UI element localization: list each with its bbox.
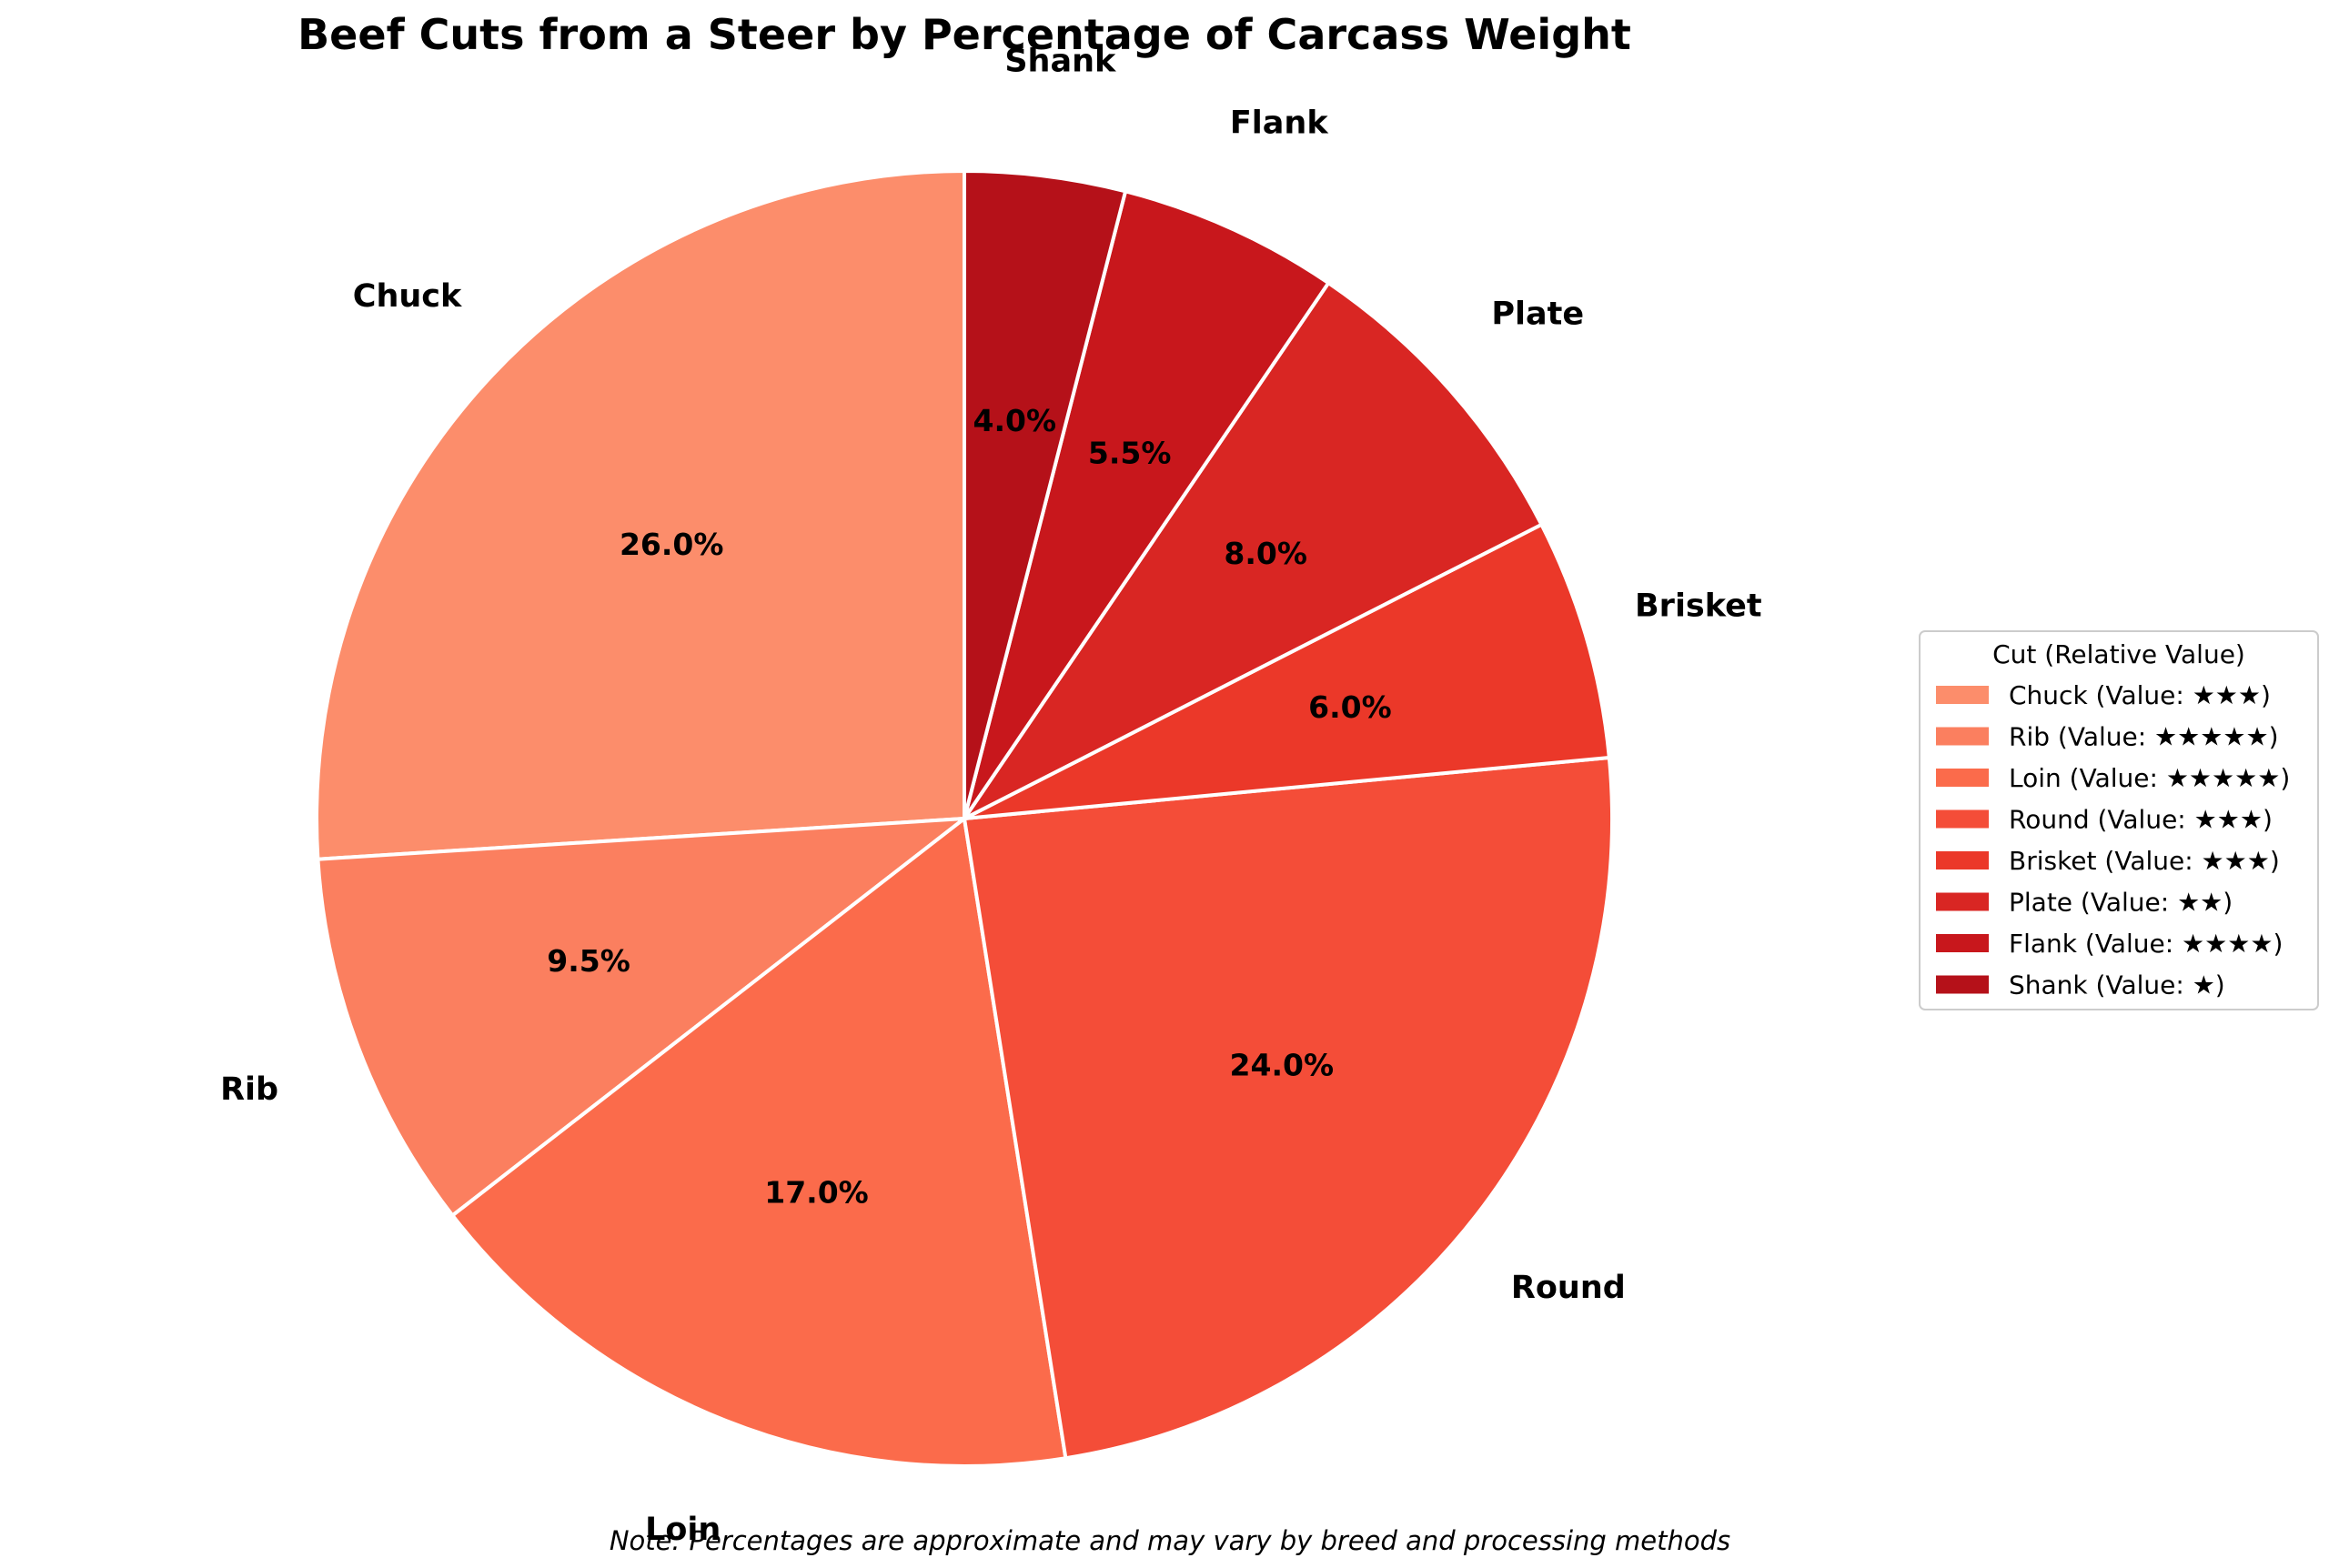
chart-note: Note: Percentages are approximate and ma… <box>610 1525 1730 1556</box>
legend-entry-shank: Shank (Value: ★) <box>2009 970 2225 1000</box>
legend-entry-loin: Loin (Value: ★★★★★) <box>2009 763 2290 793</box>
legend-entry-plate: Plate (Value: ★★) <box>2009 888 2233 918</box>
legend-swatch-shank <box>1936 975 1989 994</box>
legend-swatch-round <box>1936 809 1989 829</box>
slice-percent-round: 24.0% <box>1230 1048 1335 1083</box>
legend: Cut (Relative Value) Chuck (Value: ★★★) R… <box>1919 630 2319 1010</box>
slice-label-chuck: Chuck <box>353 278 462 315</box>
pie-slice-round <box>963 755 1614 1461</box>
slice-label-flank: Flank <box>1230 105 1328 141</box>
pie-slice-chuck <box>315 169 966 861</box>
slice-label-plate: Plate <box>1491 296 1584 332</box>
slice-label-brisket: Brisket <box>1635 588 1762 625</box>
pie-slices <box>315 169 1614 1468</box>
slice-label-shank: Shank <box>1004 43 1116 79</box>
slice-percent-chuck: 26.0% <box>620 527 724 562</box>
legend-entry-rib: Rib (Value: ★★★★★) <box>2009 722 2279 752</box>
legend-swatch-plate <box>1936 892 1989 911</box>
legend-swatch-brisket <box>1936 851 1989 869</box>
slice-percent-shank: 4.0% <box>973 403 1057 438</box>
slice-label-loin: Loin <box>645 1512 721 1548</box>
pie-slice-brisket <box>963 522 1611 820</box>
pie-slice-plate <box>963 281 1544 820</box>
slice-name-labels: Chuck Rib Loin Round Brisket Plate Flank Shank <box>220 43 1762 1548</box>
slice-percent-labels: 26.0% 9.5% 17.0% 24.0% 6.0% 8.0% 5.5% 4.0% <box>547 403 1391 1210</box>
legend-swatch-rib <box>1936 727 1989 746</box>
slice-percent-loin: 17.0% <box>764 1174 869 1210</box>
legend-swatch-chuck <box>1936 686 1989 704</box>
pie-slice-flank <box>963 189 1331 820</box>
pie-slice-loin <box>450 817 1068 1468</box>
pie-slice-rib <box>316 817 966 1218</box>
legend-entry-chuck: Chuck (Value: ★★★) <box>2009 680 2271 710</box>
slice-percent-brisket: 6.0% <box>1308 689 1392 725</box>
chart-title: Beef Cuts from a Steer by Percentage of … <box>297 10 1631 59</box>
legend-swatch-loin <box>1936 769 1989 787</box>
legend-entry-flank: Flank (Value: ★★★★) <box>2009 929 2283 959</box>
slice-label-round: Round <box>1511 1270 1626 1306</box>
legend-title: Cut (Relative Value) <box>1992 639 2245 669</box>
slice-percent-plate: 8.0% <box>1224 536 1307 571</box>
legend-swatch-flank <box>1936 934 1989 952</box>
slice-label-rib: Rib <box>220 1071 278 1108</box>
legend-box <box>1919 630 2319 1010</box>
slice-percent-rib: 9.5% <box>547 943 630 979</box>
legend-entry-brisket: Brisket (Value: ★★★) <box>2009 846 2280 876</box>
pie-slice-shank <box>963 169 1128 820</box>
legend-entry-round: Round (Value: ★★★) <box>2009 805 2273 835</box>
slice-percent-flank: 5.5% <box>1088 436 1172 471</box>
